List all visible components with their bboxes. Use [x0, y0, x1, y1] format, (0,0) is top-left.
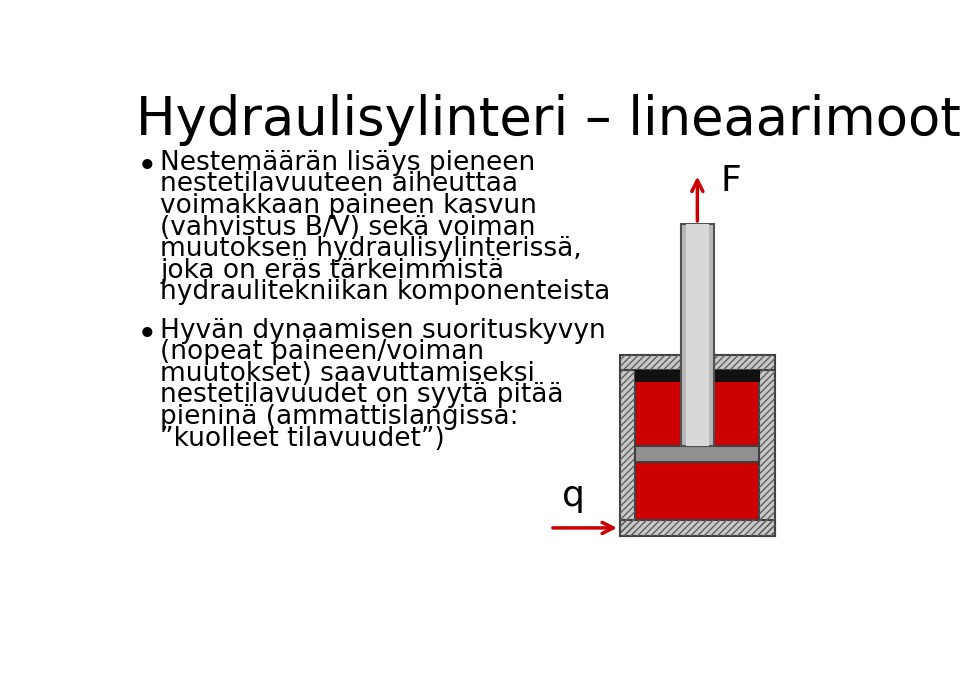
Text: ”kuolleet tilavuudet”): ”kuolleet tilavuudet”)	[160, 425, 445, 451]
Text: pieninä (ammattislangissa:: pieninä (ammattislangissa:	[160, 404, 519, 430]
Bar	[681, 224, 713, 446]
Text: Hydraulisylinteri – lineaarimoottori: Hydraulisylinteri – lineaarimoottori	[135, 94, 960, 146]
Bar	[620, 521, 775, 536]
Bar	[636, 462, 759, 521]
Bar	[713, 355, 775, 370]
Text: F: F	[721, 164, 741, 198]
Text: muutokset) saavuttamiseksi: muutokset) saavuttamiseksi	[160, 361, 535, 387]
Bar	[713, 370, 759, 381]
Bar	[759, 370, 775, 536]
Bar	[636, 370, 681, 381]
Bar	[685, 224, 709, 446]
Bar	[636, 381, 681, 446]
Bar	[620, 355, 681, 370]
Bar	[713, 355, 775, 370]
Text: joka on eräs tärkeimmistä: joka on eräs tärkeimmistä	[160, 258, 504, 284]
Bar	[636, 446, 759, 462]
Text: (nopeat paineen/voiman: (nopeat paineen/voiman	[160, 339, 485, 365]
Bar	[713, 381, 759, 446]
Text: Hyvän dynaamisen suorituskyvyn: Hyvän dynaamisen suorituskyvyn	[160, 317, 606, 343]
Text: muutoksen hydraulisylinterissä,: muutoksen hydraulisylinterissä,	[160, 236, 582, 262]
Text: hydraulitekniikan komponenteista: hydraulitekniikan komponenteista	[160, 279, 611, 305]
Text: •: •	[137, 317, 157, 352]
Bar	[620, 370, 636, 536]
Text: nestetilavuudet on syytä pitää: nestetilavuudet on syytä pitää	[160, 382, 564, 408]
Text: voimakkaan paineen kasvun: voimakkaan paineen kasvun	[160, 193, 538, 219]
Text: nestetilavuuteen aiheuttaa: nestetilavuuteen aiheuttaa	[160, 172, 518, 198]
Text: Nestemäärän lisäys pieneen: Nestemäärän lisäys pieneen	[160, 150, 536, 176]
Text: •: •	[137, 150, 157, 184]
Bar	[620, 521, 775, 536]
Text: (vahvistus B/V) sekä voiman: (vahvistus B/V) sekä voiman	[160, 215, 536, 241]
Text: q: q	[562, 479, 585, 512]
Bar	[759, 370, 775, 536]
Bar	[620, 370, 636, 536]
Bar	[620, 355, 681, 370]
